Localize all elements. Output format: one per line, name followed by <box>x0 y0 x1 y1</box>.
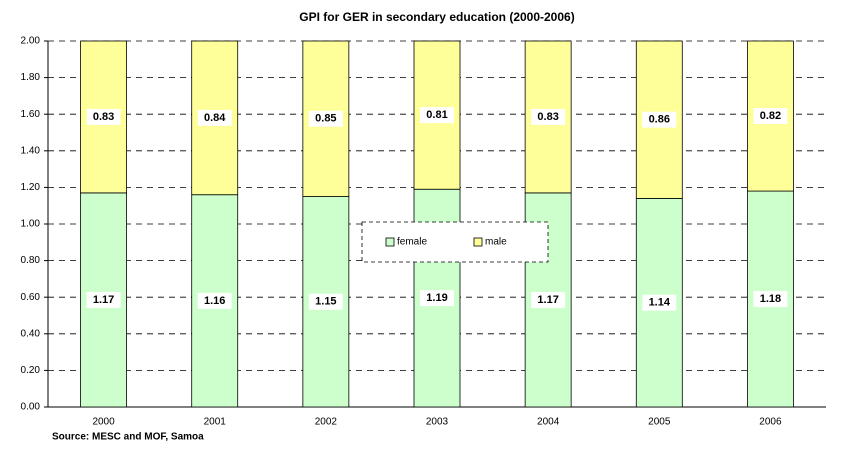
data-label-box <box>420 107 454 124</box>
x-tick-label: 2001 <box>204 417 227 428</box>
data-label: 1.17 <box>93 294 114 306</box>
data-label: 1.19 <box>426 292 447 304</box>
y-tick-label: 1.80 <box>21 72 41 83</box>
data-label-box <box>531 291 566 308</box>
data-label-box <box>308 293 343 310</box>
y-tick-label: 1.20 <box>21 182 41 193</box>
data-label-box <box>642 294 677 311</box>
data-label: 0.81 <box>426 109 447 121</box>
y-tick-label: 0.60 <box>21 292 41 303</box>
y-tick-label: 0.40 <box>21 328 41 339</box>
x-tick-label: 2004 <box>537 417 560 428</box>
y-tick-label: 2.00 <box>21 36 41 47</box>
data-label: 0.84 <box>204 112 226 124</box>
legend-label: female <box>397 237 427 248</box>
data-label: 0.83 <box>537 111 558 123</box>
y-tick-label: 0.00 <box>21 402 41 413</box>
x-tick-label: 2005 <box>648 417 671 428</box>
data-label-box <box>86 108 121 125</box>
data-label: 0.82 <box>760 110 781 122</box>
data-label-box <box>197 292 232 309</box>
data-label: 1.16 <box>204 295 225 307</box>
x-tick-label: 2003 <box>426 417 449 428</box>
source-note: Source: MESC and MOF, Samoa <box>52 432 204 443</box>
data-label: 1.18 <box>760 293 781 305</box>
data-label-box <box>86 291 121 308</box>
y-tick-label: 1.60 <box>21 109 41 120</box>
data-label: 1.15 <box>315 296 336 308</box>
y-tick-label: 1.40 <box>21 145 41 156</box>
x-tick-label: 2006 <box>759 417 782 428</box>
y-tick-label: 0.20 <box>21 365 41 376</box>
y-tick-label: 1.00 <box>21 219 41 230</box>
legend-swatch <box>385 237 395 247</box>
data-label: 0.85 <box>315 113 336 125</box>
x-tick-label: 2002 <box>315 417 338 428</box>
x-tick-label: 2000 <box>92 417 115 428</box>
chart-title: GPI for GER in secondary education (2000… <box>299 10 574 24</box>
data-label-box <box>753 291 788 308</box>
legend-swatch <box>473 237 483 247</box>
data-label: 1.17 <box>537 294 558 306</box>
y-tick-label: 0.80 <box>21 255 41 266</box>
data-label-box <box>420 290 454 307</box>
data-label-box <box>531 108 566 125</box>
data-label-box <box>308 110 343 127</box>
data-label: 0.86 <box>649 114 670 126</box>
data-label: 0.83 <box>93 111 114 123</box>
data-label-box <box>753 108 788 125</box>
data-label-box <box>197 109 232 126</box>
data-label-box <box>642 111 677 128</box>
data-label: 1.14 <box>649 297 671 309</box>
legend-label: male <box>485 237 507 248</box>
